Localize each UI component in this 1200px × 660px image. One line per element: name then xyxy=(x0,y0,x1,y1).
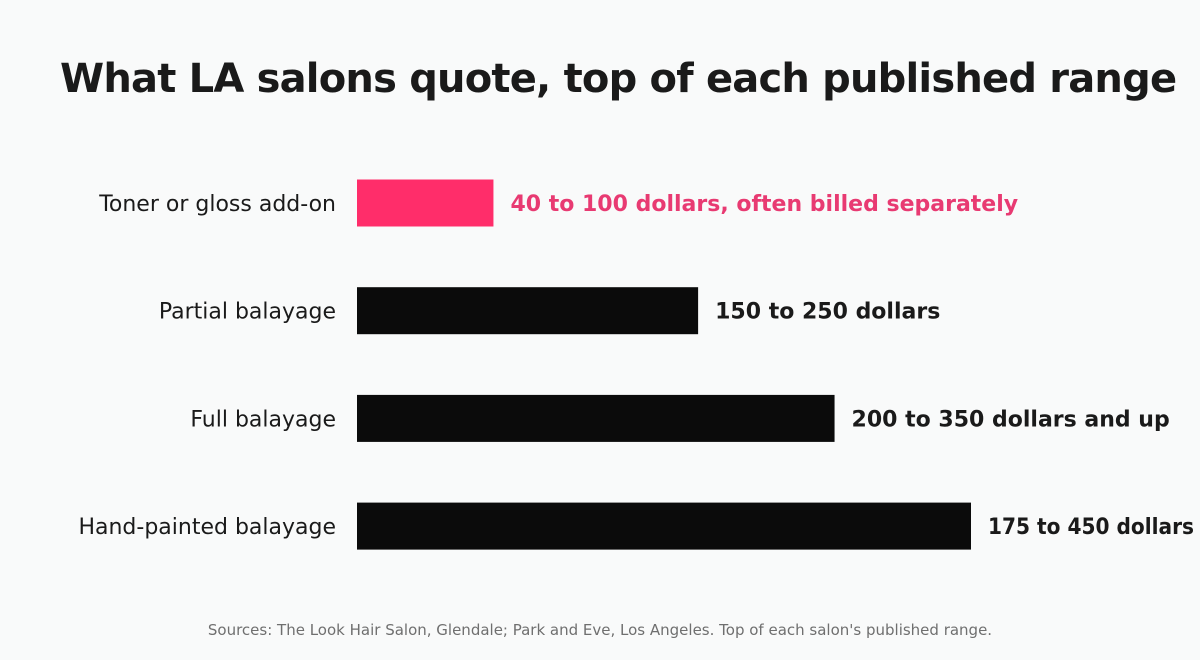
value-label: 175 to 450 dollars xyxy=(988,515,1194,540)
bar xyxy=(357,179,494,227)
value-label: 40 to 100 dollars, often billed separate… xyxy=(510,192,1018,217)
source-note: Sources: The Look Hair Salon, Glendale; … xyxy=(207,621,993,639)
value-label: 150 to 250 dollars xyxy=(715,300,940,325)
bar xyxy=(357,502,971,550)
value-label: 200 to 350 dollars and up xyxy=(852,407,1170,432)
bar xyxy=(357,287,699,335)
bar xyxy=(357,394,835,442)
category-label: Full balayage xyxy=(190,407,336,432)
category-label: Partial balayage xyxy=(159,300,336,325)
category-label: Hand-painted balayage xyxy=(78,515,336,540)
chart-title: What LA salons quote, top of each publis… xyxy=(60,56,1177,102)
category-label: Toner or gloss add-on xyxy=(98,192,336,217)
